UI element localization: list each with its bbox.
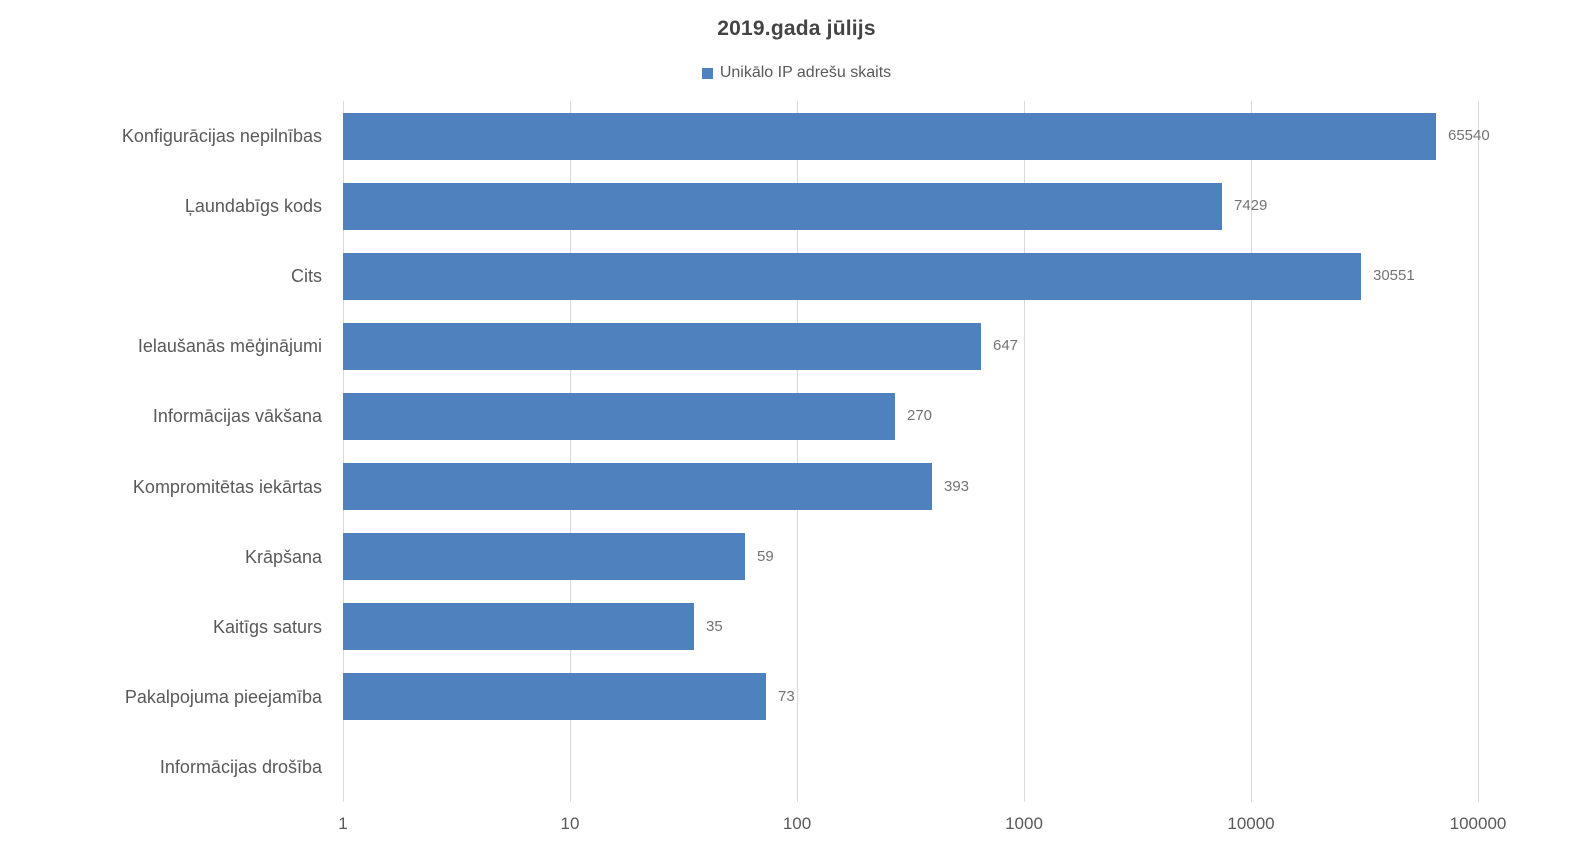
value-label: 393 bbox=[944, 478, 970, 495]
legend-label: Unikālo IP adrešu skaits bbox=[719, 64, 892, 81]
gridline-100000 bbox=[1477, 101, 1479, 802]
bar-4 bbox=[343, 323, 981, 370]
bar-2 bbox=[343, 183, 1222, 230]
category-label: Krāpšana bbox=[244, 547, 322, 567]
bar-1 bbox=[343, 113, 1436, 160]
category-label: Kaitīgs saturs bbox=[212, 617, 322, 637]
gridline-1 bbox=[342, 101, 344, 802]
category-label: Cits bbox=[291, 266, 322, 286]
x-tick-label: 1 bbox=[338, 814, 348, 833]
bar-9 bbox=[343, 673, 766, 720]
bar-3 bbox=[343, 253, 1361, 300]
x-tick-label: 1000 bbox=[1005, 814, 1043, 833]
x-tick-label: 10 bbox=[560, 814, 580, 833]
x-tick-label: 10000 bbox=[1227, 814, 1275, 833]
legend-square-icon bbox=[701, 67, 713, 79]
value-label: 270 bbox=[907, 407, 933, 424]
bar-8 bbox=[343, 603, 694, 650]
gridline-10 bbox=[569, 101, 571, 802]
category-label: Ielaušanās mēģinājumi bbox=[137, 336, 322, 356]
category-label: Konfigurācijas nepilnības bbox=[121, 126, 322, 146]
bar-6 bbox=[343, 463, 932, 510]
category-label: Ļaundabīgs kods bbox=[184, 196, 322, 216]
value-label: 65540 bbox=[1448, 127, 1490, 144]
value-label: 30551 bbox=[1373, 267, 1415, 284]
value-label: 35 bbox=[706, 618, 723, 635]
value-label: 7429 bbox=[1234, 197, 1268, 214]
bar-5 bbox=[343, 393, 895, 440]
x-tick-label: 100 bbox=[782, 814, 812, 833]
chart-title: 2019.gada jūlijs bbox=[717, 17, 876, 40]
gridline-10000 bbox=[1250, 101, 1252, 802]
value-label: 647 bbox=[993, 337, 1019, 354]
value-label: 73 bbox=[778, 688, 795, 705]
category-label: Kompromitētas iekārtas bbox=[132, 477, 322, 497]
legend: Unikālo IP adrešu skaits bbox=[0, 64, 1593, 82]
category-label: Informācijas vākšana bbox=[152, 406, 322, 426]
value-label: 59 bbox=[757, 548, 774, 565]
gridline-1000 bbox=[1023, 101, 1025, 802]
category-label: Pakalpojuma pieejamība bbox=[124, 687, 322, 707]
gridline-100 bbox=[796, 101, 798, 802]
x-tick-label: 100000 bbox=[1449, 814, 1507, 833]
bar-7 bbox=[343, 533, 745, 580]
category-label: Informācijas drošība bbox=[159, 757, 322, 777]
